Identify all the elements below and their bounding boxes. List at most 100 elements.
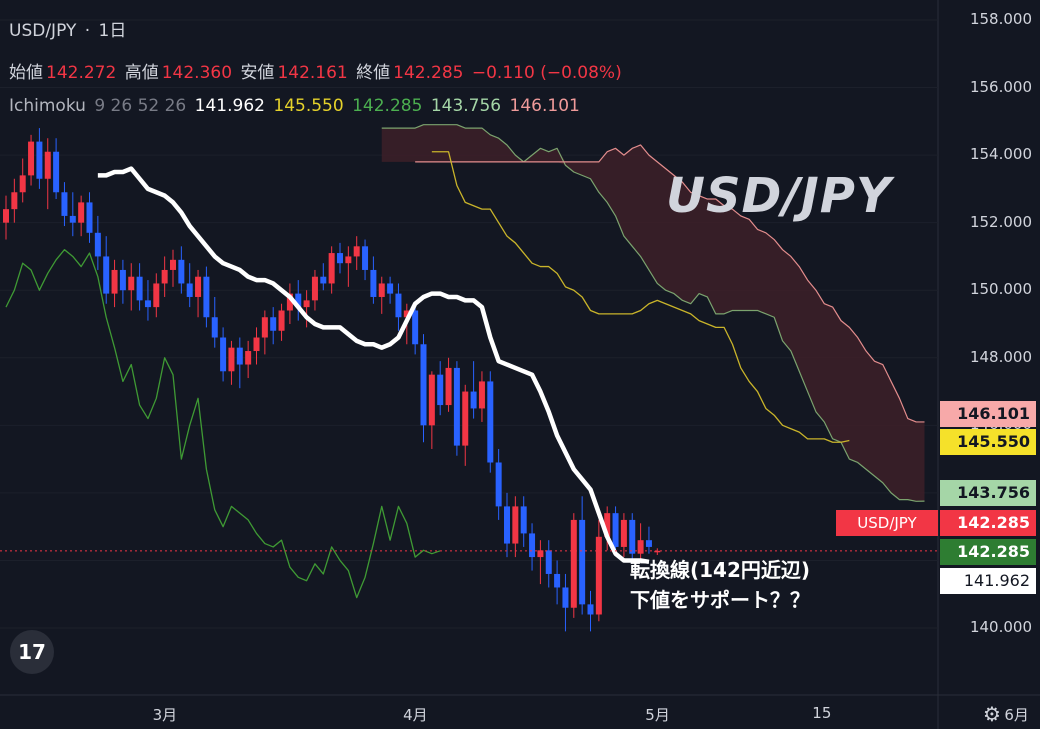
ind-tenkan-value: 141.962	[194, 96, 265, 116]
change-value: −0.110 (−0.08%)	[471, 63, 622, 83]
gear-icon[interactable]: ⚙	[983, 702, 1001, 726]
candle-body-49	[412, 310, 419, 345]
senkou-b-line	[415, 144, 925, 423]
indicator-row[interactable]: Ichimoku 9 26 52 26 141.962 145.550 142.…	[9, 96, 583, 116]
candle-body-67	[562, 587, 569, 608]
chikou-line	[5, 249, 441, 599]
open-label: 始値	[9, 63, 43, 83]
candle-body-15	[128, 276, 135, 291]
candle-body-63	[529, 533, 536, 558]
senkou-a-line	[381, 124, 925, 502]
ind-senkou-b-value: 146.101	[509, 96, 580, 116]
y-tick-label: 156.000	[969, 77, 1032, 96]
high-value: 142.360	[161, 63, 233, 83]
symbol-header[interactable]: USD/JPY · 1日	[9, 16, 129, 41]
ind-chikou-value: 142.285	[352, 96, 423, 116]
candle-body-62	[520, 506, 527, 534]
candle-body-35	[295, 293, 302, 308]
open-value: 142.272	[46, 63, 117, 83]
candle-body-50	[420, 344, 427, 426]
candle-body-69	[579, 519, 586, 605]
candle-body-34	[286, 293, 293, 311]
candle-body-7	[61, 192, 68, 216]
candle-body-1	[11, 192, 18, 210]
badge-price: 142.285	[940, 510, 1036, 536]
candle-body-12	[103, 256, 110, 294]
candle-body-29	[245, 351, 252, 365]
candle-body-76	[637, 540, 644, 554]
ind-kijun-value: 145.550	[273, 96, 344, 116]
candle-body-65	[545, 550, 552, 574]
candle-body-54	[453, 367, 460, 446]
x-tick-label: 3月	[152, 706, 178, 724]
candle-body-21	[178, 259, 185, 284]
candle-body-25	[211, 317, 218, 338]
indicator-params: 9 26 52 26	[94, 96, 187, 116]
candle-body-78	[654, 550, 661, 553]
annotation-line2: 下値をサポート？？	[630, 588, 810, 612]
candle-body-22	[186, 283, 193, 297]
x-tick-label: 4月	[403, 706, 428, 724]
candle-body-64	[537, 550, 544, 558]
candle-body-14	[119, 269, 126, 291]
candle-body-31	[261, 317, 268, 338]
candle-body-26	[220, 337, 227, 372]
candle-body-44	[370, 269, 377, 297]
candle-body-53	[445, 367, 452, 406]
high-label: 高値	[124, 63, 159, 83]
candle-body-61	[512, 506, 519, 544]
badge-symbol: USD/JPY	[836, 510, 938, 536]
candle-body-19	[161, 269, 168, 284]
candle-body-3	[28, 141, 35, 176]
ohlc-row: 始値 142.272 高値 142.360 安値 142.161 終値 142.285 …	[9, 58, 625, 83]
y-tick-label: 152.000	[969, 212, 1032, 231]
candle-body-75	[629, 519, 636, 554]
candle-body-42	[353, 246, 360, 257]
indicator-name[interactable]: Ichimoku	[9, 96, 86, 116]
tradingview-logo[interactable]: 17	[10, 630, 54, 674]
low-label: 安値	[240, 63, 275, 83]
candle-body-72	[604, 513, 611, 537]
tenkan-line	[97, 166, 650, 565]
candle-body-30	[253, 337, 260, 352]
close-label: 終値	[356, 63, 391, 83]
candle-body-47	[395, 293, 402, 318]
y-tick-label: 158.000	[969, 10, 1032, 28]
ichimoku-cloud	[381, 124, 925, 502]
candle-body-27	[228, 347, 235, 372]
symbol-name[interactable]: USD/JPY	[9, 21, 77, 41]
y-tick-label: 140.000	[969, 618, 1032, 636]
annotation-line1: 転換線(142円近辺)	[630, 558, 811, 582]
candle-body-36	[303, 300, 310, 308]
candle-body-41	[345, 256, 352, 264]
candle-body-33	[278, 310, 285, 331]
ind-senkou-a-value: 143.756	[430, 96, 502, 116]
candle-body-51	[428, 374, 435, 426]
badge-senkou-a: 143.756	[940, 480, 1036, 506]
interval-label[interactable]: 1日	[98, 21, 127, 41]
candle-body-8	[69, 215, 76, 223]
y-tick-label: 154.000	[969, 145, 1032, 164]
candle-body-52	[437, 374, 444, 406]
candle-body-6	[53, 151, 60, 193]
overlay-title: USD/JPY	[666, 168, 892, 224]
candle-body-2	[19, 175, 26, 193]
candle-body-45	[378, 283, 385, 297]
x-tick-label: 15	[812, 704, 832, 722]
candle-body-20	[170, 259, 176, 270]
kijun-line	[431, 151, 850, 443]
badge-kijun: 145.550	[940, 429, 1036, 455]
candle-body-66	[554, 573, 561, 588]
candle-body-77	[645, 540, 652, 547]
candle-body-0	[3, 209, 9, 223]
candle-body-17	[144, 300, 151, 308]
candle-body-57	[478, 381, 485, 409]
candle-body-60	[504, 506, 510, 544]
candle-body-43	[362, 246, 369, 270]
candle-body-38	[320, 276, 327, 284]
candle-body-39	[328, 253, 335, 284]
y-tick-label: 150.000	[969, 280, 1032, 299]
candle-body-55	[462, 391, 469, 446]
candle-body-28	[236, 347, 243, 365]
